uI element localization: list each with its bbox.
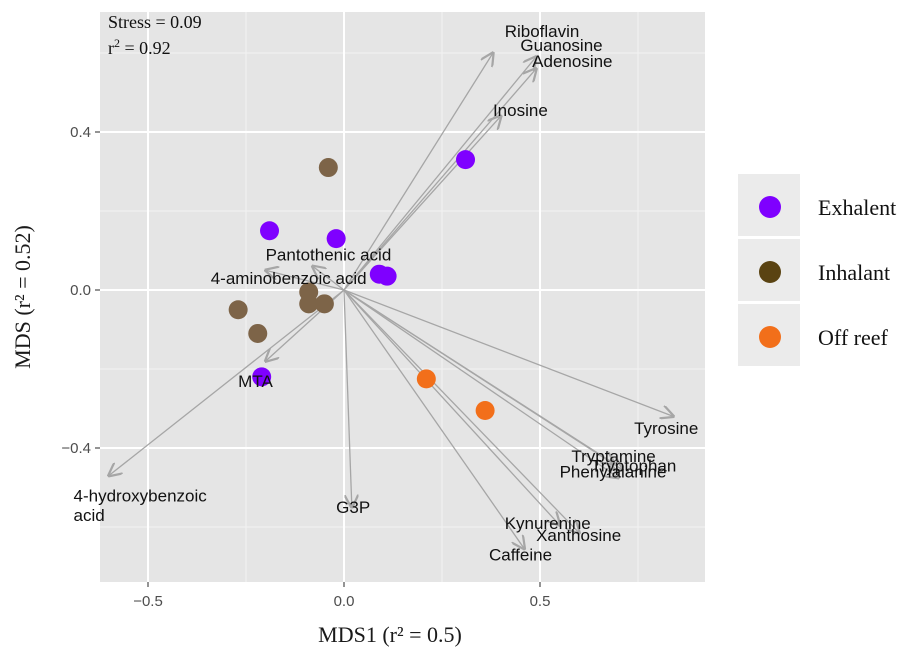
vector-label: Guanosine (520, 36, 602, 55)
x-tick-label: −0.5 (133, 593, 163, 610)
data-point-exhalent (377, 266, 397, 286)
axis-ticks: −0.5 0.0 0.5 −0.4 0.0 0.4 (61, 124, 550, 610)
stress-annotation: Stress = 0.09 (108, 12, 202, 32)
vector-arrow (343, 53, 493, 291)
x-axis-title: MDS1 (r² = 0.5) (318, 622, 462, 647)
data-point-inhalant (299, 294, 319, 314)
legend-label: Exhalent (818, 195, 896, 220)
data-point-off-reef (475, 400, 495, 420)
vector-arrow (343, 289, 524, 549)
vector-arrow (343, 289, 618, 478)
x-tick-label: 0.0 (334, 593, 355, 610)
data-point-inhalant (248, 323, 268, 343)
vector-label: Tryptamine (571, 447, 655, 466)
legend-marker (759, 261, 781, 283)
y-axis-title: MDS (r² = 0.52) (10, 225, 35, 369)
vector-label: Inosine (493, 101, 548, 120)
sample-points (228, 150, 495, 420)
data-point-exhalent (252, 367, 272, 387)
r2-annotation: r2 = 0.92 (108, 36, 171, 58)
legend: Exhalent Inhalant Off reef (738, 174, 896, 366)
vector-label: G3P (336, 498, 370, 517)
vector-label: 4-hydroxybenzoic (74, 486, 208, 505)
legend-marker (759, 196, 781, 218)
vector-label: Phenylalanine (560, 463, 667, 482)
vector-arrow (343, 57, 536, 291)
vector-label: Tryptophan (591, 457, 676, 476)
y-tick-label: 0.0 (70, 282, 91, 299)
data-point-off-reef (416, 369, 436, 389)
vector-label: Caffeine (489, 546, 552, 565)
vector-arrow (343, 289, 673, 416)
legend-label: Inhalant (818, 260, 890, 285)
data-point-exhalent (456, 150, 476, 170)
vector-arrows (109, 53, 673, 549)
vector-arrow (343, 289, 352, 507)
plot-panel (100, 12, 705, 582)
vector-arrow (343, 116, 501, 291)
vector-label: Kynurenine (505, 514, 591, 533)
vector-arrow (313, 266, 345, 291)
legend-marker (759, 326, 781, 348)
vector-label: Adenosine (532, 52, 612, 71)
data-point-inhalant (318, 158, 338, 178)
vector-arrow (109, 289, 345, 476)
grid-lines (100, 12, 705, 582)
vector-label: MTA (238, 372, 273, 391)
y-tick-label: −0.4 (61, 440, 91, 457)
vector-label: Riboflavin (505, 22, 580, 41)
vector-arrow (266, 270, 345, 291)
vector-label: Tyrosine (634, 419, 698, 438)
vector-label: acid (74, 506, 105, 525)
vector-arrow (343, 289, 622, 470)
vector-label: Xanthosine (536, 526, 621, 545)
data-point-exhalent (260, 221, 280, 241)
data-point-exhalent (326, 229, 346, 249)
data-point-inhalant (314, 294, 334, 314)
y-tick-label: 0.4 (70, 124, 91, 141)
legend-label: Off reef (818, 325, 888, 350)
vector-arrow (343, 289, 579, 533)
vector-label: Pantothenic acid (266, 245, 392, 264)
vector-label: 4-aminobenzoic acid (211, 269, 367, 288)
vector-arrow (343, 69, 536, 291)
vector-arrow (343, 289, 560, 525)
x-tick-label: 0.5 (530, 593, 551, 610)
data-point-inhalant (228, 300, 248, 320)
